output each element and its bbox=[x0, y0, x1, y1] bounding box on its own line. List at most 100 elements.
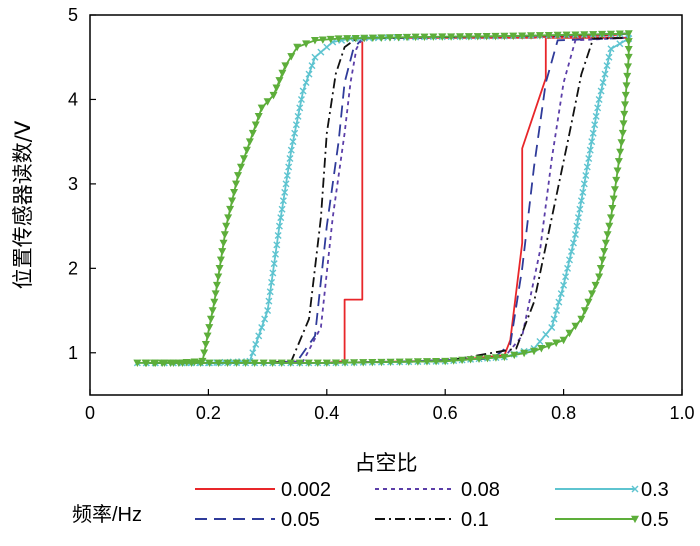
legend-marker-0.3-b bbox=[631, 485, 639, 493]
data-point bbox=[520, 349, 529, 358]
series-0.08 bbox=[149, 32, 630, 364]
data-point bbox=[268, 359, 277, 368]
data-point bbox=[249, 349, 257, 357]
data-point bbox=[600, 248, 609, 256]
data-point bbox=[226, 205, 235, 214]
legend-item-0.08: 0.08 bbox=[375, 479, 500, 501]
data-point bbox=[601, 70, 609, 78]
data-point bbox=[205, 359, 214, 368]
data-point-b bbox=[605, 53, 613, 61]
data-point bbox=[326, 35, 335, 44]
data-point bbox=[359, 359, 368, 367]
data-point bbox=[571, 231, 579, 239]
data-point bbox=[214, 359, 223, 368]
data-point-b bbox=[283, 171, 291, 179]
data-point bbox=[239, 155, 248, 163]
data-point bbox=[215, 265, 224, 273]
data-point bbox=[586, 146, 594, 154]
data-point bbox=[624, 30, 633, 38]
data-point bbox=[413, 358, 422, 366]
data-point bbox=[576, 205, 584, 213]
data-point bbox=[542, 330, 550, 338]
data-point bbox=[620, 110, 629, 119]
data-point bbox=[295, 359, 304, 368]
data-point bbox=[281, 188, 289, 196]
data-point bbox=[420, 33, 429, 42]
data-point bbox=[447, 33, 456, 41]
data-point bbox=[317, 48, 325, 56]
data-point bbox=[308, 62, 316, 70]
data-point-b bbox=[564, 264, 572, 272]
data-point bbox=[360, 34, 369, 43]
data-point bbox=[212, 281, 221, 290]
data-point-b bbox=[252, 340, 260, 348]
data-point bbox=[621, 91, 630, 100]
data-point-b bbox=[261, 315, 269, 323]
data-point bbox=[259, 359, 268, 368]
data-point bbox=[616, 148, 625, 157]
data-point-b bbox=[567, 247, 575, 255]
data-point bbox=[595, 273, 604, 281]
data-point-b bbox=[589, 129, 597, 137]
data-point-b bbox=[603, 62, 611, 70]
data-point bbox=[580, 31, 589, 39]
data-point bbox=[603, 62, 611, 70]
data-point bbox=[273, 241, 281, 249]
data-point-b bbox=[577, 197, 585, 205]
data-point bbox=[596, 265, 605, 273]
data-point-b bbox=[275, 222, 283, 230]
data-point bbox=[377, 358, 386, 367]
legend-item-0.002: 0.002 bbox=[195, 479, 331, 501]
data-point bbox=[594, 104, 602, 112]
series-line-0.08 bbox=[149, 32, 630, 364]
data-point bbox=[297, 95, 305, 103]
data-point bbox=[255, 332, 263, 340]
data-point bbox=[299, 87, 307, 95]
data-point bbox=[265, 297, 273, 305]
data-point bbox=[573, 222, 581, 230]
data-point bbox=[232, 359, 241, 368]
data-point bbox=[236, 163, 245, 172]
data-point-b bbox=[249, 349, 257, 357]
data-point bbox=[293, 43, 302, 52]
data-point bbox=[603, 231, 612, 239]
data-point bbox=[553, 307, 560, 315]
data-point-b bbox=[536, 338, 544, 346]
data-point bbox=[277, 359, 286, 368]
plot-frame bbox=[89, 14, 683, 396]
data-point-b bbox=[268, 278, 276, 286]
data-point-b bbox=[258, 323, 266, 331]
data-point-b bbox=[292, 121, 300, 129]
data-point bbox=[228, 197, 237, 205]
series-line-0.1 bbox=[149, 32, 630, 364]
y-tick-label: 4 bbox=[68, 89, 78, 109]
data-point bbox=[574, 214, 582, 222]
data-point bbox=[305, 70, 313, 78]
data-point-b bbox=[569, 239, 577, 247]
legend-label-0.08: 0.08 bbox=[461, 479, 500, 501]
data-point bbox=[458, 356, 467, 365]
data-point bbox=[219, 239, 228, 248]
data-point bbox=[304, 359, 313, 368]
data-point bbox=[606, 30, 615, 39]
legend-item-0.3: 0.3 bbox=[555, 479, 669, 501]
data-point bbox=[279, 197, 287, 205]
data-point bbox=[618, 129, 627, 138]
data-point bbox=[310, 37, 319, 45]
data-point bbox=[323, 43, 331, 51]
x-tick-label: 0.4 bbox=[314, 403, 339, 423]
data-point bbox=[394, 34, 403, 42]
data-point bbox=[385, 34, 394, 42]
data-point bbox=[623, 63, 632, 71]
data-point bbox=[535, 32, 544, 40]
data-point bbox=[605, 53, 613, 61]
data-point bbox=[571, 322, 580, 331]
data-point bbox=[241, 359, 250, 368]
data-point bbox=[557, 290, 565, 298]
data-point bbox=[571, 31, 580, 39]
data-point-b bbox=[586, 146, 594, 154]
data-point bbox=[287, 53, 296, 61]
data-point bbox=[491, 354, 500, 362]
data-point bbox=[351, 34, 360, 43]
data-point-b bbox=[579, 188, 587, 196]
